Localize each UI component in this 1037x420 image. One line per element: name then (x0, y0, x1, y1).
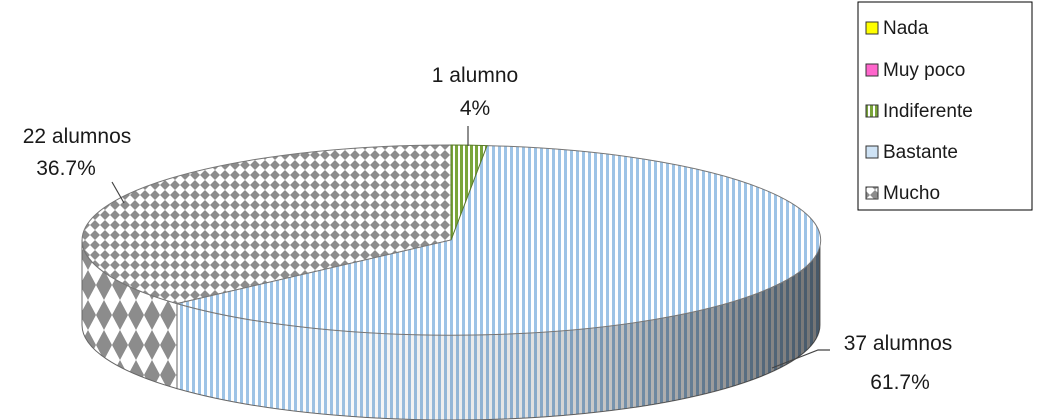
legend-swatch-nada (865, 21, 879, 35)
leader-line-mucho (111, 181, 125, 204)
data-label-bastante-count: 37 alumnos (844, 332, 953, 355)
data-label-bastante-pct: 61.7% (870, 371, 930, 394)
data-label-mucho-pct: 36.7% (36, 157, 96, 180)
legend-swatch-bastante (865, 145, 879, 159)
legend-label-mucho: Mucho (883, 183, 940, 204)
data-label-mucho-count: 22 alumnos (23, 125, 132, 148)
chart-legend: Nada Muy poco Indiferente Bastante Mucho (857, 1, 1033, 211)
legend-box (857, 1, 1033, 211)
legend-label-indiferente: Indiferente (883, 101, 973, 122)
pie-slice-bastante (175, 145, 822, 336)
legend-swatch-muy-poco (865, 63, 879, 77)
legend-swatch-indiferente (865, 104, 879, 118)
data-label-indiferente-count: 1 alumno (432, 64, 518, 87)
pie-slice-mucho (81, 144, 452, 305)
data-label-indiferente-pct: 4% (460, 97, 490, 120)
pie-side-bastante-shade (177, 240, 820, 420)
leader-line-bastante (771, 349, 830, 369)
legend-label-bastante: Bastante (883, 142, 958, 163)
legend-swatch-mucho (865, 186, 879, 200)
pie-slice-indiferente (450, 144, 488, 241)
legend-label-nada: Nada (883, 18, 929, 39)
legend-label-muy-poco: Muy poco (883, 60, 965, 81)
